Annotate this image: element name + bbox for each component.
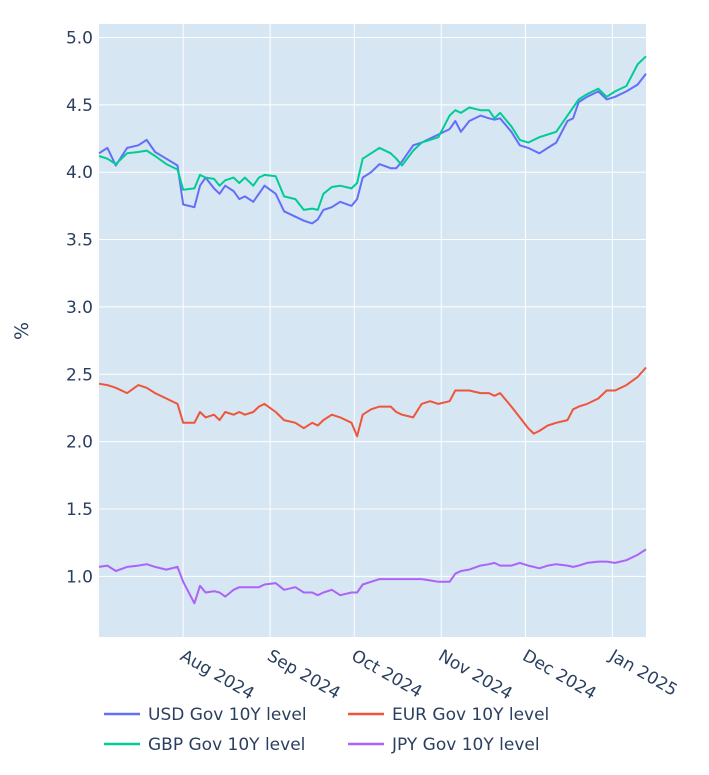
y-tick-label: 4.0 (66, 163, 93, 183)
legend[interactable]: USD Gov 10Y level EUR Gov 10Y level GBP Go… (104, 705, 549, 755)
series-line-eur (98, 366, 647, 438)
legend-item-jpy[interactable]: JPY Gov 10Y level (348, 735, 540, 755)
y-tick-label: 4.5 (66, 96, 93, 116)
plot-background (99, 24, 646, 637)
y-axis-ticks: 1.0 1.5 2.0 2.5 3.0 3.5 4.0 4.5 5.0 (66, 28, 93, 587)
y-tick-label: 3.5 (66, 231, 93, 251)
legend-item-eur[interactable]: EUR Gov 10Y level (348, 705, 549, 725)
series-line-usd (98, 73, 647, 225)
grid-lines (99, 24, 646, 637)
legend-item-usd[interactable]: USD Gov 10Y level (104, 705, 307, 725)
legend-label: GBP Gov 10Y level (148, 735, 305, 755)
y-tick-label: 3.0 (66, 298, 93, 318)
x-tick-label: Jan 2025 (605, 646, 681, 701)
x-axis-ticks: Aug 2024 Sep 2024 Oct 2024 Nov 2024 Dec 2024… (177, 646, 681, 705)
x-tick-label: Aug 2024 (177, 646, 258, 704)
legend-item-gbp[interactable]: GBP Gov 10Y level (104, 735, 305, 755)
y-tick-label: 1.0 (66, 567, 93, 587)
y-tick-label: 5.0 (66, 28, 93, 48)
legend-label: JPY Gov 10Y level (391, 735, 540, 755)
x-tick-label: Dec 2024 (519, 646, 600, 704)
legend-label: EUR Gov 10Y level (392, 705, 549, 725)
x-tick-label: Oct 2024 (348, 646, 426, 702)
y-tick-label: 2.5 (66, 365, 93, 385)
y-tick-label: 1.5 (66, 500, 93, 520)
y-tick-label: 2.0 (66, 433, 93, 453)
series-line-jpy (98, 548, 647, 605)
y-axis-title: % (11, 322, 33, 340)
series-line-gbp (98, 55, 647, 211)
legend-label: USD Gov 10Y level (148, 705, 307, 725)
x-tick-label: Sep 2024 (264, 646, 344, 704)
x-tick-label: Nov 2024 (435, 646, 516, 704)
series-lines (98, 55, 647, 605)
